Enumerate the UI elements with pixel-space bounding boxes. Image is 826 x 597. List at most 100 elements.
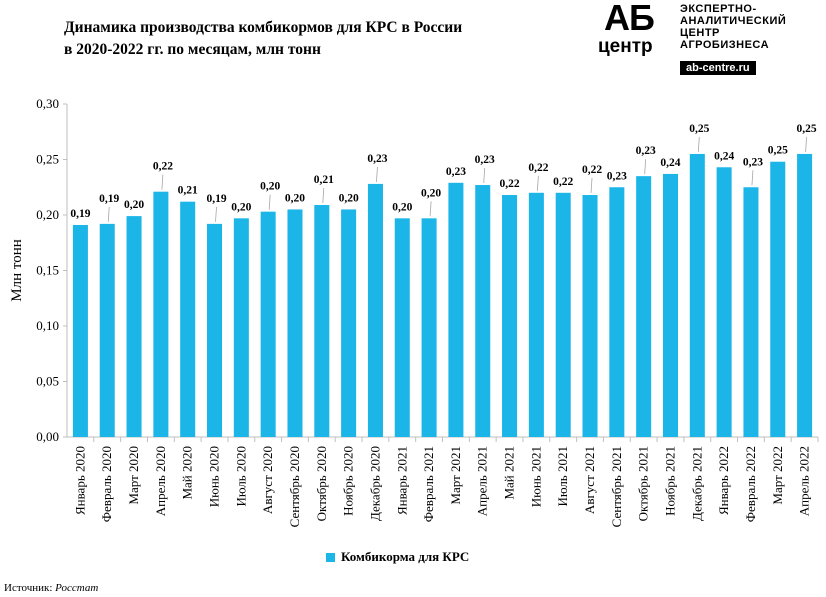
bar xyxy=(475,185,491,437)
data-label-leader xyxy=(590,177,593,194)
data-label-leader xyxy=(644,159,647,175)
data-label-leader xyxy=(215,206,217,222)
x-tick-label: Апрель 2022 xyxy=(797,446,812,516)
bar xyxy=(341,209,357,437)
y-axis-title: Млн тонн xyxy=(9,239,25,302)
bar xyxy=(233,218,249,437)
bar xyxy=(72,224,88,437)
x-tick-label: Февраль 2021 xyxy=(421,446,436,522)
x-tick-label: Август 2020 xyxy=(260,446,275,514)
data-label: 0,19 xyxy=(99,193,119,205)
data-label: 0,24 xyxy=(660,157,680,169)
data-label-leader xyxy=(429,201,432,217)
logo-mark-word: центр xyxy=(598,36,653,57)
x-tick-label: Февраль 2020 xyxy=(99,446,114,522)
logo-mark: АБ центр xyxy=(594,0,674,60)
data-label: 0,21 xyxy=(314,174,334,186)
data-label: 0,22 xyxy=(528,162,548,174)
bar xyxy=(421,218,437,437)
x-tick-label: Март 2021 xyxy=(448,446,463,505)
bar xyxy=(394,218,410,437)
x-tick-label: Май 2020 xyxy=(180,446,195,500)
bar xyxy=(797,153,813,437)
y-tick-label: 0,30 xyxy=(36,96,59,111)
data-label-leader xyxy=(268,194,271,210)
x-tick-label: Апрель 2020 xyxy=(153,446,168,516)
data-label: 0,21 xyxy=(178,185,198,197)
x-tick-label: Август 2021 xyxy=(582,446,597,514)
data-label-leader xyxy=(751,170,754,186)
data-label: 0,25 xyxy=(768,145,788,157)
y-tick-label: 0,20 xyxy=(36,207,59,222)
bar xyxy=(502,195,518,437)
bar xyxy=(260,211,276,437)
x-tick-label: Март 2020 xyxy=(126,446,141,505)
data-label-leader xyxy=(107,206,110,222)
bar xyxy=(609,187,625,437)
logo-text-line-4: АГРОБИЗНЕСА xyxy=(680,39,770,51)
x-tick-label: Декабрь 2020 xyxy=(367,446,382,521)
bar xyxy=(689,153,705,437)
x-tick-label: Февраль 2022 xyxy=(743,446,758,522)
data-label: 0,23 xyxy=(475,154,495,166)
data-label: 0,19 xyxy=(70,208,90,220)
x-tick-label: Октябрь 2021 xyxy=(636,446,651,521)
data-label: 0,20 xyxy=(124,199,144,211)
data-label-leader xyxy=(483,168,486,184)
x-tick-label: Январь 2020 xyxy=(72,446,87,515)
data-label: 0,20 xyxy=(392,201,412,213)
data-label: 0,19 xyxy=(206,193,226,205)
title-line-1: Динамика производства комбикормов для КР… xyxy=(64,19,463,36)
logo-mark-letters: АБ xyxy=(604,0,655,38)
data-label: 0,22 xyxy=(153,161,173,173)
legend: Комбикорма для КРС xyxy=(326,549,469,565)
bar xyxy=(287,209,303,437)
data-label-leader xyxy=(805,136,807,152)
x-tick-label: Июль 2021 xyxy=(555,446,570,506)
data-label: 0,20 xyxy=(339,192,359,204)
data-label-leader xyxy=(322,187,325,204)
source-label: Источник: xyxy=(4,582,53,594)
data-label: 0,22 xyxy=(553,176,573,188)
logo-text-line-2: АНАЛИТИЧЕСКИЙ xyxy=(680,15,787,27)
data-label: 0,20 xyxy=(231,201,251,213)
legend-label: Комбикорма для КРС xyxy=(341,549,470,564)
x-tick-label: Июнь 2020 xyxy=(207,446,222,507)
x-tick-label: Октябрь 2020 xyxy=(314,446,329,521)
data-label-leader xyxy=(161,174,164,190)
data-label: 0,20 xyxy=(285,192,305,204)
data-label-leader xyxy=(697,136,700,152)
x-tick-label: Январь 2021 xyxy=(394,446,409,515)
logo-text-line-1: ЭКСПЕРТНО- xyxy=(680,3,757,15)
x-tick-label: Ноябрь 2020 xyxy=(341,446,356,516)
bar xyxy=(99,223,115,437)
data-label-leader xyxy=(536,175,539,191)
y-tick-label: 0,25 xyxy=(36,152,59,167)
data-label: 0,23 xyxy=(636,145,656,157)
ab-centre-logo: АБ центр ЭКСПЕРТНО- АНАЛИТИЧЕСКИЙ ЦЕНТР … xyxy=(594,0,808,78)
legend-swatch xyxy=(326,552,335,562)
bar xyxy=(716,167,732,437)
data-label: 0,22 xyxy=(582,164,602,176)
bar xyxy=(314,205,330,437)
x-tick-label: Апрель 2021 xyxy=(475,446,490,516)
data-label: 0,23 xyxy=(446,166,466,178)
data-label: 0,24 xyxy=(714,150,734,162)
x-tick-label: Март 2022 xyxy=(770,446,785,505)
bar xyxy=(743,187,759,437)
bar xyxy=(555,192,571,437)
bar xyxy=(528,192,544,437)
data-label-leader xyxy=(376,166,378,182)
bar xyxy=(367,183,383,437)
y-tick-label: 0,10 xyxy=(36,318,59,333)
source-note: Источник: Росстат xyxy=(4,582,98,594)
data-label: 0,23 xyxy=(607,170,627,182)
bar xyxy=(153,191,169,437)
x-tick-label: Январь 2022 xyxy=(716,446,731,515)
x-tick-label: Декабрь 2021 xyxy=(689,446,704,521)
y-tick-label: 0,15 xyxy=(36,263,59,278)
bar xyxy=(180,201,196,437)
title-line-2: в 2020-2022 гг. по месяцам, млн тонн xyxy=(64,41,321,58)
data-label: 0,23 xyxy=(367,153,387,165)
bar xyxy=(770,161,786,437)
